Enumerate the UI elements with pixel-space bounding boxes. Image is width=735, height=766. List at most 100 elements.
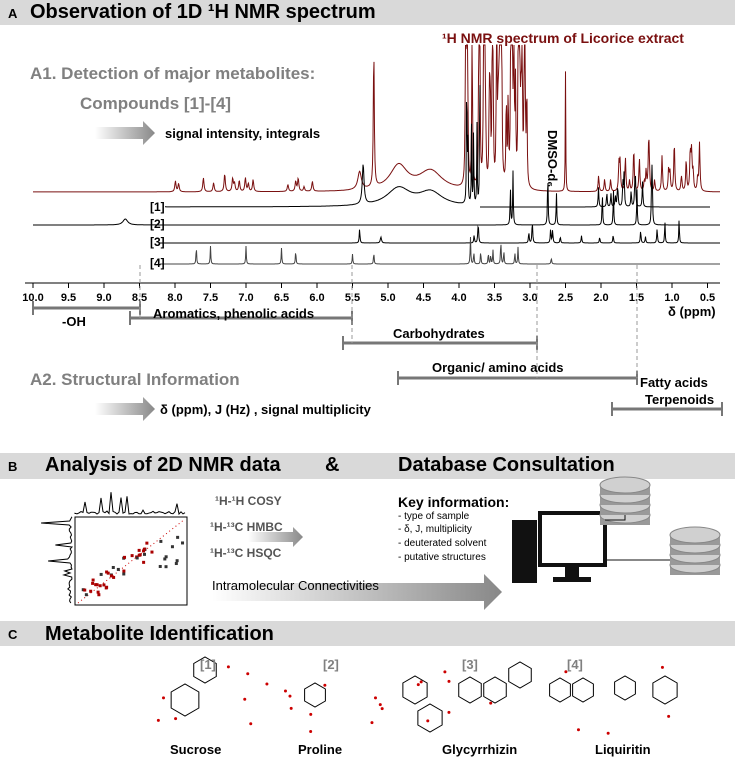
tick-label: 9.5 (61, 292, 76, 304)
atom (289, 706, 293, 710)
crosspeak (130, 554, 134, 558)
compound-id: [4] (567, 657, 583, 672)
crosspeak (159, 539, 163, 543)
crosspeak (99, 572, 103, 576)
atom (416, 683, 420, 687)
spectrum (160, 220, 720, 244)
tick-label: 1.0 (664, 292, 679, 304)
tick-label: 6.5 (274, 292, 289, 304)
tick-label: 9.0 (96, 292, 111, 304)
tick-label: 7.0 (238, 292, 253, 304)
crosspeak (142, 552, 146, 556)
ring (483, 676, 507, 704)
crosspeak (174, 562, 178, 566)
trace-label: [1] (150, 200, 165, 214)
tick-label: 4.5 (416, 292, 431, 304)
atom (309, 712, 313, 716)
atom (156, 718, 160, 722)
atom (378, 703, 382, 707)
panel-title: Metabolite Identification (45, 623, 274, 645)
spectrum (480, 171, 710, 208)
trace-label: [3] (150, 235, 165, 249)
ring (304, 682, 326, 708)
trace-label: [2] (150, 217, 165, 231)
crosspeak (95, 583, 99, 587)
tick-label: 10.0 (22, 292, 43, 304)
panel-label: A (8, 6, 18, 21)
diag (77, 518, 186, 604)
crosspeak (150, 550, 154, 554)
crosspeak (105, 585, 109, 589)
crosspeak (158, 564, 162, 568)
crosspeak (91, 578, 95, 582)
crosspeak (84, 593, 88, 597)
atom (226, 665, 230, 669)
atom (243, 697, 247, 701)
crosspeak (106, 571, 110, 575)
atom (576, 728, 580, 732)
region-label: -OH (62, 314, 86, 329)
trace-label: [4] (150, 256, 165, 270)
key-item: - deuterated solvent (398, 538, 487, 549)
tick-label: 8.0 (167, 292, 182, 304)
atom (174, 717, 178, 721)
ring (170, 683, 200, 717)
crosspeak (111, 565, 115, 569)
atom (606, 731, 610, 735)
arrow-text: δ (ppm), J (Hz) , signal multiplicity (160, 402, 371, 417)
ring (508, 661, 532, 689)
link (605, 515, 626, 521)
crosspeak (122, 569, 126, 573)
crosspeak (116, 567, 120, 571)
ring (549, 677, 571, 703)
compound-name: Sucrose (170, 742, 222, 757)
crosspeak (181, 541, 185, 545)
compound-id: [3] (462, 657, 478, 672)
panel-title: Database Consultation (398, 454, 615, 476)
experiment: ¹H-¹³C HMBC (210, 520, 283, 534)
atom (283, 689, 287, 693)
key-item: - type of sample (398, 511, 470, 522)
crosspeak (98, 584, 102, 588)
atom (443, 670, 447, 674)
crosspeak (137, 548, 141, 552)
arrow (212, 574, 502, 610)
tick-label: 0.5 (700, 292, 715, 304)
crosspeak (96, 590, 100, 594)
atom (380, 707, 384, 711)
a1-title: A1. Detection of major metabolites: (30, 64, 316, 83)
spectrum (33, 164, 720, 226)
crosspeak (163, 557, 167, 561)
crosspeak (137, 553, 141, 557)
atom (373, 696, 377, 700)
compound-id: [2] (323, 657, 339, 672)
experiment: ¹H-¹H COSY (215, 494, 282, 508)
db (669, 526, 721, 544)
tick-label: 5.0 (380, 292, 395, 304)
section-bar (0, 0, 735, 25)
atom (564, 670, 568, 674)
region-label: Aromatics, phenolic acids (153, 306, 315, 321)
section-bar (0, 453, 735, 479)
crosspeak (164, 565, 168, 569)
atom (660, 665, 664, 669)
crosspeak (102, 583, 106, 587)
crosspeak (142, 549, 146, 553)
key-item: - putative structures (398, 552, 486, 563)
crosspeak (91, 581, 95, 585)
crosspeak (109, 574, 113, 578)
tick-label: 2.5 (558, 292, 573, 304)
compound-id: [1] (200, 657, 216, 672)
arrow (95, 121, 155, 145)
tower (512, 520, 537, 583)
region-label: Organic/ amino acids (432, 360, 564, 375)
atom (447, 710, 451, 714)
section-bar (0, 621, 735, 646)
solvent-label: DMSO-d₆ (545, 130, 560, 188)
tick-label: 2.0 (593, 292, 608, 304)
a2-title: A2. Structural Information (30, 370, 240, 389)
experiment: ¹H-¹³C HSQC (210, 546, 282, 560)
tick-label: 5.5 (345, 292, 360, 304)
